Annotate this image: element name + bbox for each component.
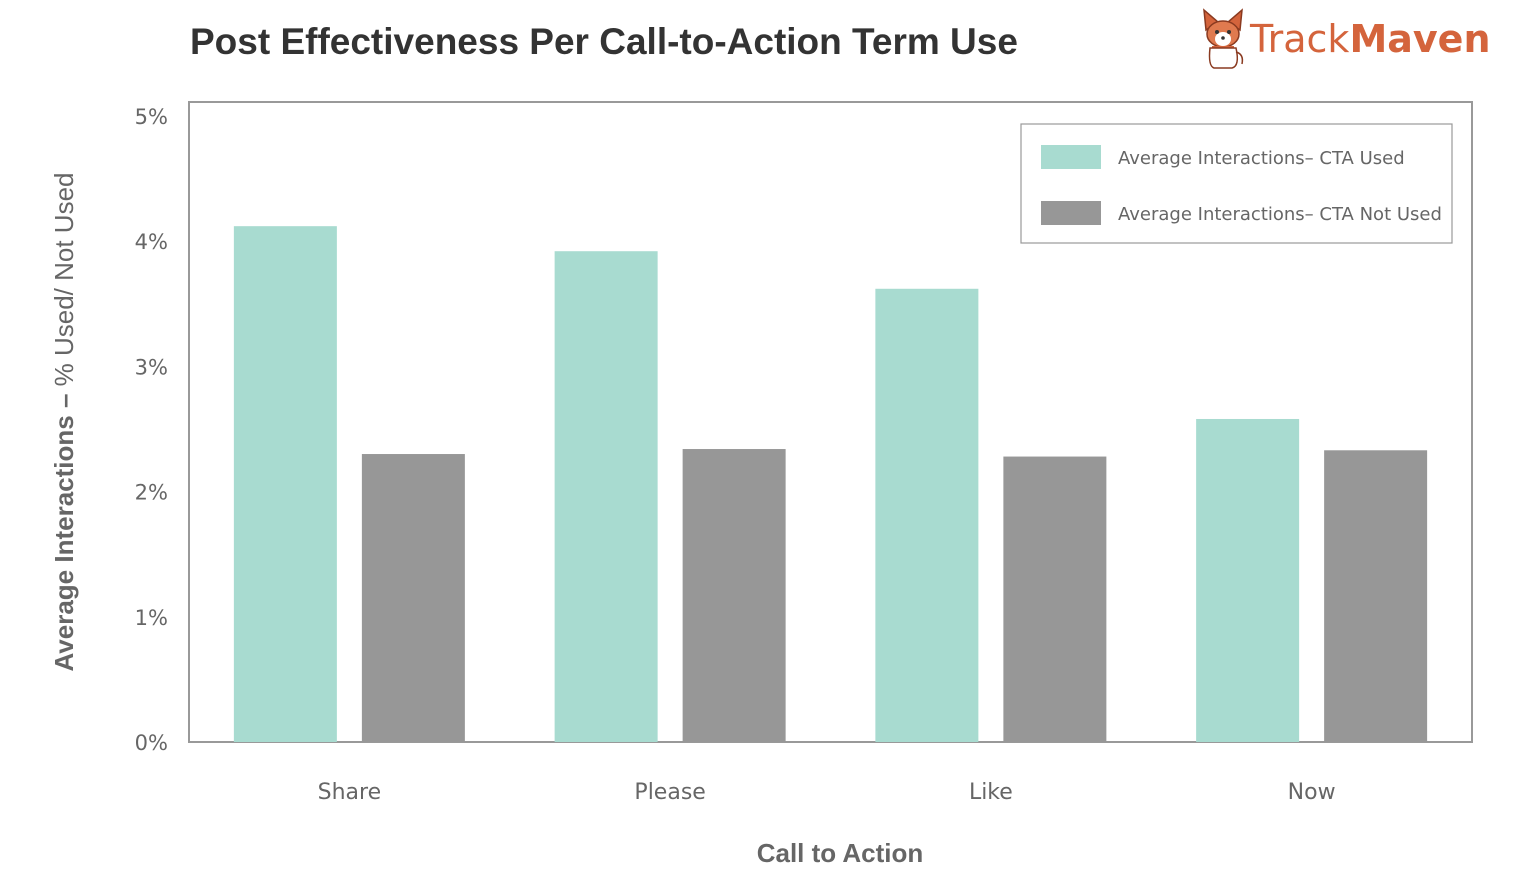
x-category-label: Like xyxy=(969,780,1013,805)
brand-name-track: Track xyxy=(1249,17,1349,61)
y-tick-label: 1% xyxy=(135,606,168,630)
legend-label-not-used: Average Interactions– CTA Not Used xyxy=(1118,204,1442,225)
x-axis-title: Call to Action xyxy=(757,838,924,868)
y-tick-label: 2% xyxy=(135,481,168,505)
svg-text:TrackMaven: TrackMaven xyxy=(1249,17,1491,61)
y-axis-ticks: 0% 1% 2% 3% 4% 5% xyxy=(135,105,168,755)
y-axis-title-light: % Used/ Not Used xyxy=(49,172,79,386)
x-category-label: Share xyxy=(318,780,382,805)
brand-logo: TrackMaven xyxy=(1203,8,1491,69)
legend: Average Interactions– CTA Used Average I… xyxy=(1020,123,1453,244)
legend-box xyxy=(1020,123,1453,244)
bar-cta-used xyxy=(233,226,337,742)
bars-group xyxy=(233,226,1428,742)
corgi-mascot-icon xyxy=(1203,8,1244,69)
y-axis-title-bold: Average Interactions – xyxy=(49,386,79,671)
bar-cta-used xyxy=(1196,418,1300,742)
x-category-label: Now xyxy=(1288,780,1336,805)
bar-cta-used xyxy=(875,288,979,742)
y-tick-label: 3% xyxy=(135,355,168,379)
legend-swatch-used xyxy=(1041,145,1101,169)
y-tick-label: 5% xyxy=(135,105,168,129)
brand-name-maven: Maven xyxy=(1349,17,1490,61)
bar-cta-used xyxy=(554,251,658,742)
plot-frame xyxy=(188,101,1473,743)
bar-cta-not-used xyxy=(682,449,786,742)
bar-cta-not-used xyxy=(1003,456,1107,742)
chart-title: Post Effectiveness Per Call-to-Action Te… xyxy=(190,21,1018,62)
legend-swatch-not-used xyxy=(1041,201,1101,225)
y-axis-title: Average Interactions – % Used/ Not Used xyxy=(49,172,79,671)
x-category-label: Please xyxy=(634,780,705,805)
bar-cta-not-used xyxy=(1324,450,1428,742)
y-tick-label: 0% xyxy=(135,731,168,755)
legend-label-used: Average Interactions– CTA Used xyxy=(1118,148,1405,169)
bar-cta-not-used xyxy=(361,454,465,742)
x-axis-categories: Share Please Like Now xyxy=(318,780,1336,805)
y-tick-label: 4% xyxy=(135,230,168,254)
